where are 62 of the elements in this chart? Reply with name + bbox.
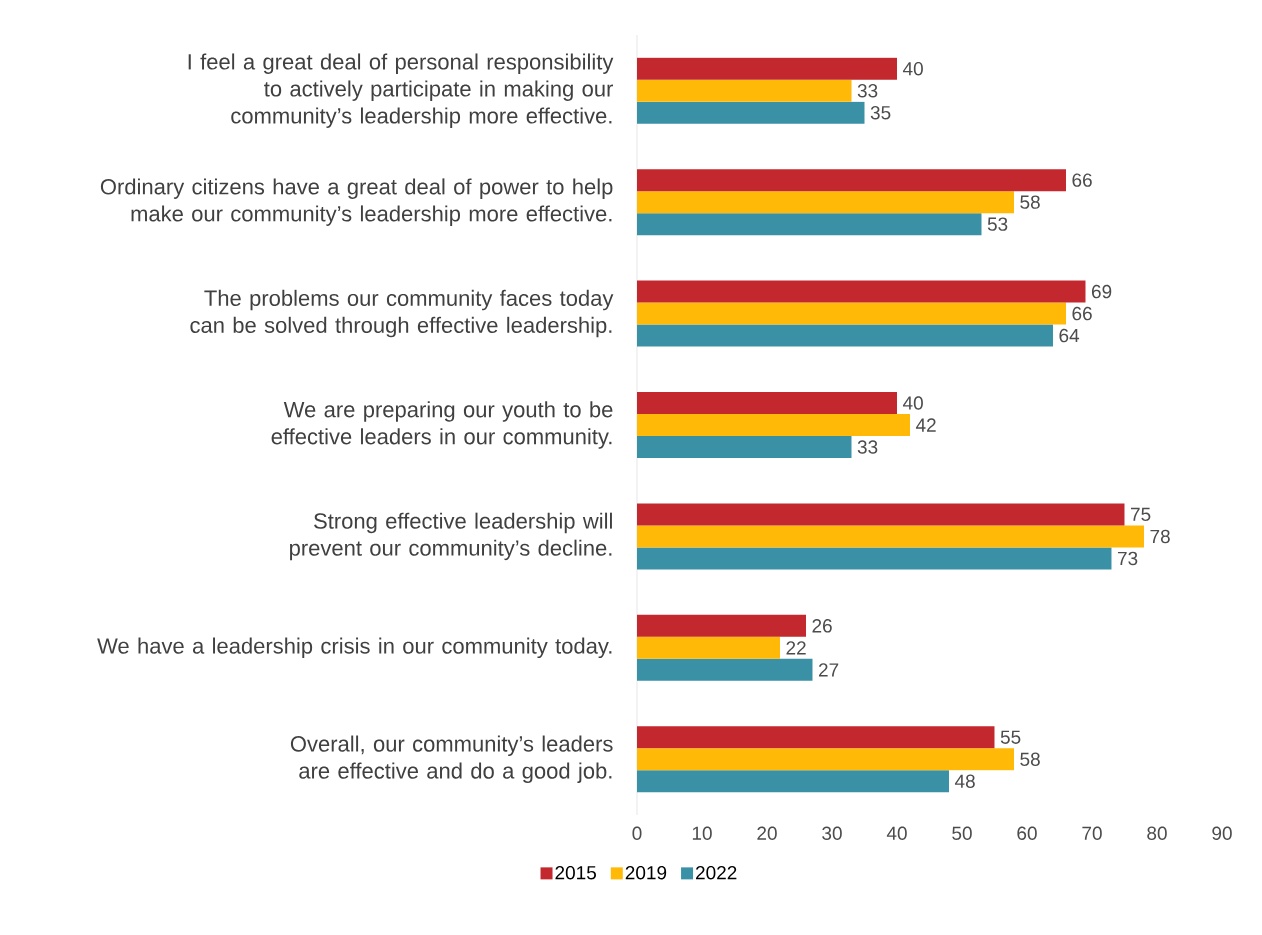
x-tick-label: 70 (1082, 826, 1102, 840)
data-label: 58 (1020, 752, 1040, 766)
data-label: 42 (915, 418, 936, 432)
x-tick-label: 40 (886, 826, 907, 840)
bar (637, 547, 1112, 570)
legend-label: 2015 (555, 865, 596, 880)
data-label: 40 (902, 61, 923, 76)
data-label: 53 (987, 217, 1008, 231)
bar (637, 191, 1014, 214)
bar (637, 435, 852, 458)
bar (637, 748, 1014, 771)
data-label: 33 (857, 440, 878, 454)
bar (637, 280, 1086, 303)
x-tick-label: 50 (952, 826, 972, 840)
data-label: 66 (1072, 306, 1092, 321)
legend-label: 2022 (696, 865, 737, 880)
data-label: 69 (1091, 284, 1112, 299)
bar (637, 658, 813, 681)
y-tick-label: We have a leadership crisis in our community today. (97, 637, 612, 659)
bar (637, 169, 1066, 192)
y-tick-label: The problems our community faces today can be solved through effective leadership. (190, 289, 614, 338)
bar (637, 302, 1066, 325)
x-tick-label: 0 (632, 826, 642, 840)
bar (637, 101, 865, 124)
data-label: 40 (902, 396, 923, 410)
data-label: 66 (1072, 173, 1092, 187)
data-label: 73 (1117, 551, 1138, 566)
bar (637, 413, 910, 436)
data-label: 64 (1059, 328, 1080, 343)
x-tick-label: 60 (1017, 826, 1037, 840)
bar (637, 525, 1144, 548)
bar (637, 770, 949, 793)
bar (637, 726, 995, 749)
y-tick-label: I feel a great deal of personal responsibility to actively participate in making our community’s leadership more effective. (188, 53, 614, 128)
bar (637, 391, 897, 414)
x-tick-label: 10 (692, 826, 712, 840)
data-label: 22 (786, 641, 806, 655)
bar (637, 57, 897, 80)
x-tick-label: 90 (1212, 826, 1232, 840)
bar (637, 324, 1053, 347)
data-label: 26 (812, 619, 832, 633)
bar (637, 503, 1125, 526)
data-label: 33 (857, 83, 878, 98)
bar (637, 614, 806, 637)
data-label: 27 (818, 663, 839, 677)
x-tick-label: 30 (822, 826, 842, 840)
data-label: 78 (1150, 529, 1170, 544)
bar (637, 636, 780, 659)
bar (637, 213, 982, 236)
legend-label: 2019 (625, 865, 667, 880)
y-tick-label: Overall, our community’s leaders are effective and do a good job. (290, 735, 613, 784)
data-label: 58 (1020, 195, 1040, 209)
x-tick-label: 20 (757, 826, 777, 840)
y-tick-label: We are preparing our youth to be effective leaders in our community. (271, 401, 613, 449)
data-label: 75 (1130, 507, 1151, 522)
y-tick-label: Strong effective leadership will prevent our community’s decline. (290, 512, 612, 561)
y-tick-label: Ordinary citizens have a great deal of power to help make our community’s leadership more effective. (100, 178, 613, 226)
data-label: 55 (1000, 730, 1021, 744)
data-label: 48 (954, 774, 975, 788)
bar (637, 79, 852, 102)
data-label: 35 (870, 105, 891, 120)
x-tick-label: 80 (1147, 826, 1167, 840)
